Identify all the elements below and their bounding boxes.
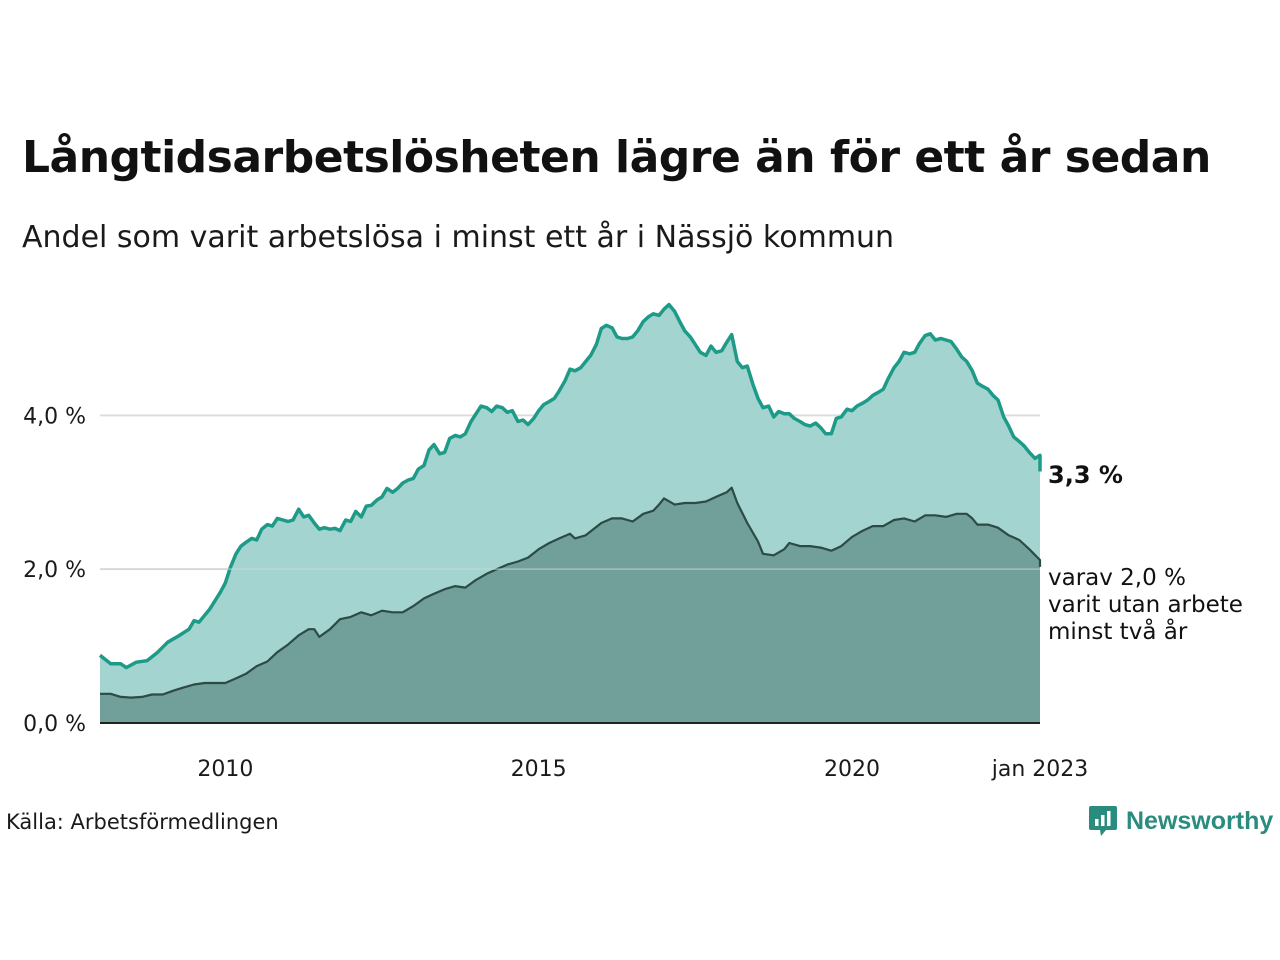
x-axis-ticks: 2010 2015 2020 jan 2023 (197, 757, 1088, 782)
chart-title: Långtidsarbetslösheten lägre än för ett … (22, 132, 1211, 183)
line-lower-series (100, 486, 1042, 699)
chart-subtitle: Andel som varit arbetslösa i minst ett å… (22, 220, 895, 255)
y-tick-label-1: 2,0 % (23, 558, 86, 583)
brand-name: Newsworthy (1126, 806, 1274, 835)
x-tick-label-1: 2015 (511, 757, 567, 782)
x-tick-label-0: 2010 (197, 757, 253, 782)
brand-logo[interactable]: Newsworthy (1088, 804, 1273, 838)
y-tick-label-0: 0,0 % (23, 712, 86, 737)
y-axis-ticks: 0,0 % 2,0 % 4,0 % (23, 404, 86, 737)
x-tick-label-2: 2020 (824, 757, 880, 782)
end-label-main: 3,3 % (1048, 461, 1123, 489)
source-note: Källa: Arbetsförmedlingen (6, 810, 279, 834)
line-upper-series (98, 302, 1042, 670)
y-tick-label-2: 4,0 % (23, 404, 86, 429)
end-label-sub-line-1: varav 2,0 % (1048, 565, 1186, 591)
newsworthy-logo-icon (1089, 806, 1117, 836)
end-label-sub-line-2: varit utan arbete (1048, 592, 1243, 618)
x-tick-label-3: jan 2023 (991, 757, 1089, 782)
end-label-sub-line-3: minst två år (1048, 617, 1188, 645)
